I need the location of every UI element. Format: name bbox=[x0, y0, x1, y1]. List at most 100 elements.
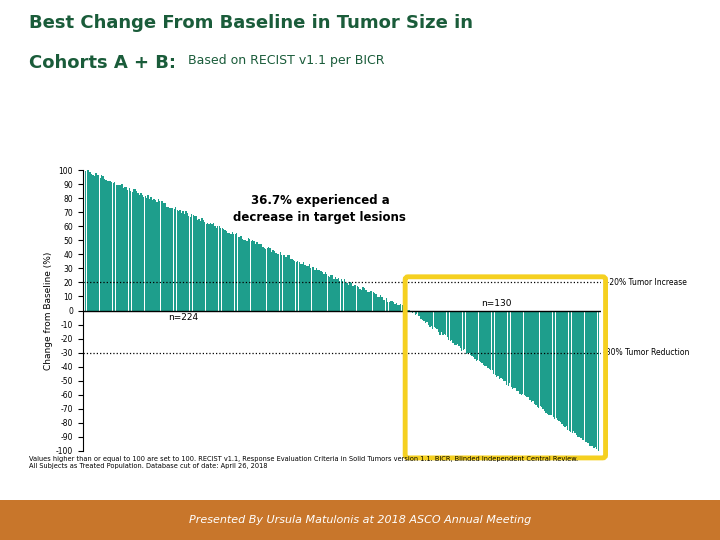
Bar bbox=[335, 277, 336, 310]
Bar bbox=[477, 310, 478, 360]
Bar bbox=[596, 310, 598, 449]
Bar bbox=[266, 248, 268, 310]
Bar bbox=[566, 310, 567, 426]
Bar bbox=[492, 310, 493, 370]
Text: 36.7% experienced a
decrease in target lesions: 36.7% experienced a decrease in target l… bbox=[233, 194, 406, 225]
Bar bbox=[423, 310, 425, 321]
Bar bbox=[419, 310, 420, 316]
Bar bbox=[595, 310, 596, 447]
Bar bbox=[161, 201, 162, 310]
Bar bbox=[386, 299, 387, 310]
Bar bbox=[358, 287, 359, 310]
Bar bbox=[585, 310, 586, 442]
Bar bbox=[444, 310, 445, 334]
Bar bbox=[410, 310, 412, 312]
Bar bbox=[372, 292, 374, 310]
Bar bbox=[315, 269, 316, 310]
Bar bbox=[536, 310, 538, 407]
Bar bbox=[387, 302, 388, 310]
Bar bbox=[99, 178, 101, 310]
Bar bbox=[433, 310, 435, 327]
Bar bbox=[397, 305, 399, 310]
Bar bbox=[197, 220, 198, 310]
Bar bbox=[487, 310, 489, 368]
Bar bbox=[88, 170, 89, 310]
Bar bbox=[523, 310, 525, 395]
Bar bbox=[393, 302, 395, 310]
Bar bbox=[114, 182, 115, 310]
Bar bbox=[223, 230, 225, 310]
Bar bbox=[425, 310, 426, 323]
Bar bbox=[383, 300, 384, 310]
Bar bbox=[264, 248, 265, 310]
Bar bbox=[129, 188, 130, 310]
Bar bbox=[546, 310, 548, 414]
Bar bbox=[175, 207, 176, 310]
Bar bbox=[395, 304, 396, 310]
Bar bbox=[202, 220, 204, 310]
Bar bbox=[352, 286, 354, 310]
Bar bbox=[95, 173, 96, 310]
Bar bbox=[133, 189, 134, 310]
Bar bbox=[464, 310, 465, 349]
Bar bbox=[338, 278, 339, 310]
Bar bbox=[288, 255, 289, 310]
Bar bbox=[111, 181, 112, 310]
Bar bbox=[145, 195, 146, 310]
Bar bbox=[466, 310, 467, 354]
Bar bbox=[354, 285, 355, 310]
Bar bbox=[130, 191, 131, 310]
Bar bbox=[86, 170, 88, 310]
Bar bbox=[120, 185, 121, 310]
Bar bbox=[420, 310, 422, 319]
Bar bbox=[184, 214, 185, 310]
Bar bbox=[313, 267, 315, 310]
Bar bbox=[186, 213, 188, 310]
Bar bbox=[233, 234, 235, 310]
Bar bbox=[399, 306, 400, 310]
Bar bbox=[85, 171, 86, 310]
Bar bbox=[229, 233, 230, 310]
Bar bbox=[548, 310, 549, 415]
Bar bbox=[136, 191, 138, 310]
Bar bbox=[486, 310, 487, 366]
Bar bbox=[521, 310, 522, 395]
Bar bbox=[428, 310, 429, 325]
Bar bbox=[109, 180, 111, 310]
Bar bbox=[294, 261, 295, 310]
Bar bbox=[198, 219, 199, 310]
Bar bbox=[402, 305, 403, 310]
Bar bbox=[579, 310, 580, 437]
Bar bbox=[322, 272, 323, 310]
Bar bbox=[269, 248, 271, 310]
Bar bbox=[580, 310, 582, 438]
Bar bbox=[152, 200, 153, 310]
Bar bbox=[272, 251, 274, 310]
Bar bbox=[252, 240, 253, 310]
Bar bbox=[567, 310, 569, 430]
Bar bbox=[204, 222, 205, 310]
Bar bbox=[364, 288, 365, 310]
Bar bbox=[182, 211, 184, 310]
Bar bbox=[498, 310, 499, 376]
Bar bbox=[336, 279, 338, 310]
Bar bbox=[343, 279, 345, 310]
Bar bbox=[213, 224, 214, 310]
Bar bbox=[368, 292, 369, 310]
Bar bbox=[535, 310, 536, 404]
Bar bbox=[191, 214, 192, 310]
Bar bbox=[436, 310, 438, 329]
Bar bbox=[171, 207, 172, 310]
Bar bbox=[96, 174, 98, 310]
Bar bbox=[539, 310, 541, 406]
Bar bbox=[178, 211, 179, 310]
Bar bbox=[268, 247, 269, 310]
Bar bbox=[582, 310, 583, 440]
Bar bbox=[329, 276, 330, 310]
Bar bbox=[228, 233, 229, 310]
Bar bbox=[503, 310, 505, 381]
Bar bbox=[405, 307, 406, 310]
Bar bbox=[165, 202, 166, 310]
Bar bbox=[495, 310, 496, 375]
Bar bbox=[259, 244, 261, 310]
